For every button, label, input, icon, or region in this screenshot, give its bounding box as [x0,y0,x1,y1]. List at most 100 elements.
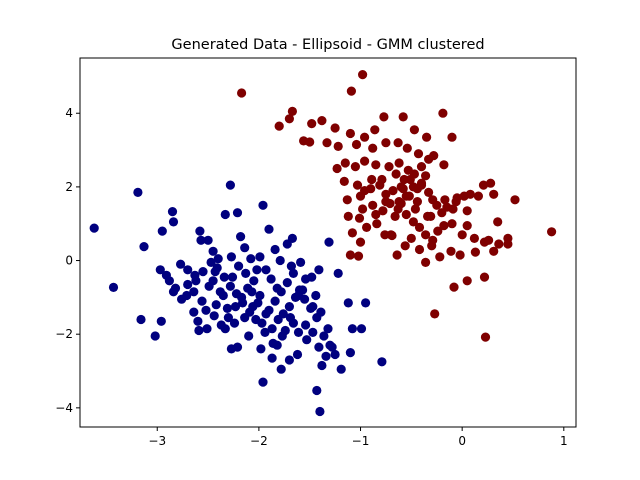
data-point [293,327,304,337]
data-point [302,335,312,345]
data-point [455,250,465,260]
data-point [393,138,403,148]
data-point [379,112,389,122]
y-tick-label: −2 [55,327,73,341]
data-point [282,278,292,288]
data-point [398,112,408,122]
data-point [510,195,520,205]
x-tick-label: −1 [352,434,370,448]
data-point [287,106,297,116]
data-point [462,206,472,216]
data-point [108,282,119,292]
data-point [366,184,376,194]
data-point [315,406,325,417]
data-point [150,331,160,341]
data-point [345,128,355,139]
data-point [346,86,356,96]
data-point [210,267,220,277]
data-point [401,209,411,220]
data-point [345,250,355,260]
data-point [402,143,412,153]
x-tick-label: 1 [560,434,568,448]
data-point [284,114,294,124]
data-point [267,324,277,334]
data-point [384,162,394,172]
data-point [408,217,418,227]
data-point [325,340,335,350]
data-point [296,257,306,267]
data-point [484,235,494,245]
data-point [339,176,349,186]
data-point [168,287,179,297]
data-point [301,320,311,330]
data-point [412,197,422,207]
data-point [422,132,432,142]
data-point [244,331,254,341]
data-point [211,300,221,310]
data-point [190,270,200,280]
data-point [362,222,372,232]
data-point [156,316,166,326]
data-point [314,342,324,352]
data-point [246,254,256,264]
data-point [410,204,420,214]
data-point [89,223,99,233]
data-point [336,364,346,374]
data-point [311,290,321,301]
data-point [226,344,236,354]
data-point [368,200,378,210]
chart-title: Generated Data - Ellipsoid - GMM cluster… [171,37,484,53]
data-point [249,276,259,286]
data-point [240,243,250,253]
data-point [276,364,286,374]
data-point [243,283,253,293]
data-point [139,242,149,252]
data-point [404,191,414,201]
data-point [414,244,425,255]
x-tick-label: 0 [458,434,466,448]
data-point [270,296,280,306]
data-point [392,250,402,260]
data-point [399,174,409,185]
data-point [371,209,381,220]
data-point [446,246,456,256]
data-point [480,332,491,342]
data-point [432,200,442,210]
data-point [321,351,331,361]
data-point [168,217,179,227]
data-point [161,270,171,280]
data-point [503,233,513,243]
data-point [319,331,329,341]
data-point [292,349,303,360]
data-point [439,160,449,170]
data-point [340,158,350,168]
data-point [372,219,382,229]
data-point [390,211,400,221]
data-point [196,235,206,245]
data-point [371,160,381,170]
data-point [317,360,327,371]
data-point [414,222,425,232]
data-point [201,305,211,315]
data-point [427,241,437,251]
data-point [424,154,434,164]
data-point [189,287,199,297]
data-point [352,180,363,190]
data-point [433,226,443,236]
data-point [493,217,503,227]
data-point [275,255,285,266]
data-point [457,230,467,240]
data-point [256,344,266,354]
data-point [219,272,229,282]
x-tick-label: −2 [250,434,268,448]
data-point [332,163,342,174]
data-point [308,327,318,337]
data-point [449,282,459,292]
data-point [232,208,243,218]
data-point [416,180,427,190]
axes-layer: −3 −2 −1 0 1 −4 −2 0 2 4 [55,57,577,448]
data-point [227,272,238,282]
data-point [347,228,357,238]
data-point [157,226,167,236]
data-point [462,221,472,231]
